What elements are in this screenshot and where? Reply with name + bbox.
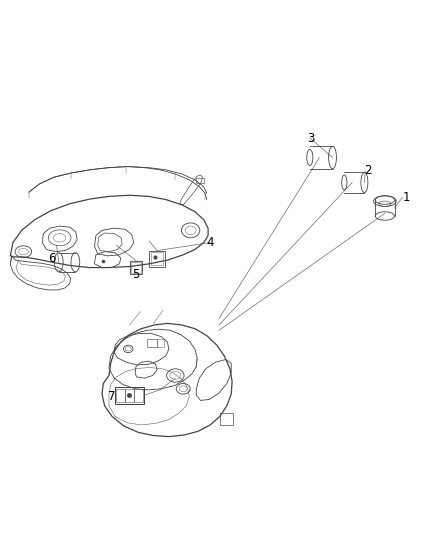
Text: 4: 4 <box>207 236 214 249</box>
Bar <box>117 389 125 401</box>
Bar <box>131 262 141 273</box>
Bar <box>149 251 165 266</box>
Text: 5: 5 <box>132 268 140 281</box>
Bar <box>157 340 164 348</box>
Bar <box>115 386 145 403</box>
Text: 2: 2 <box>364 164 371 177</box>
Bar <box>147 340 156 348</box>
Text: 1: 1 <box>403 191 410 204</box>
Bar <box>220 413 233 425</box>
Text: 7: 7 <box>108 390 116 403</box>
Bar <box>134 389 143 401</box>
Text: 6: 6 <box>49 252 56 265</box>
Bar <box>151 252 163 265</box>
Bar <box>196 178 204 182</box>
Text: 3: 3 <box>307 132 314 146</box>
Bar <box>130 261 142 274</box>
Bar <box>125 389 134 401</box>
